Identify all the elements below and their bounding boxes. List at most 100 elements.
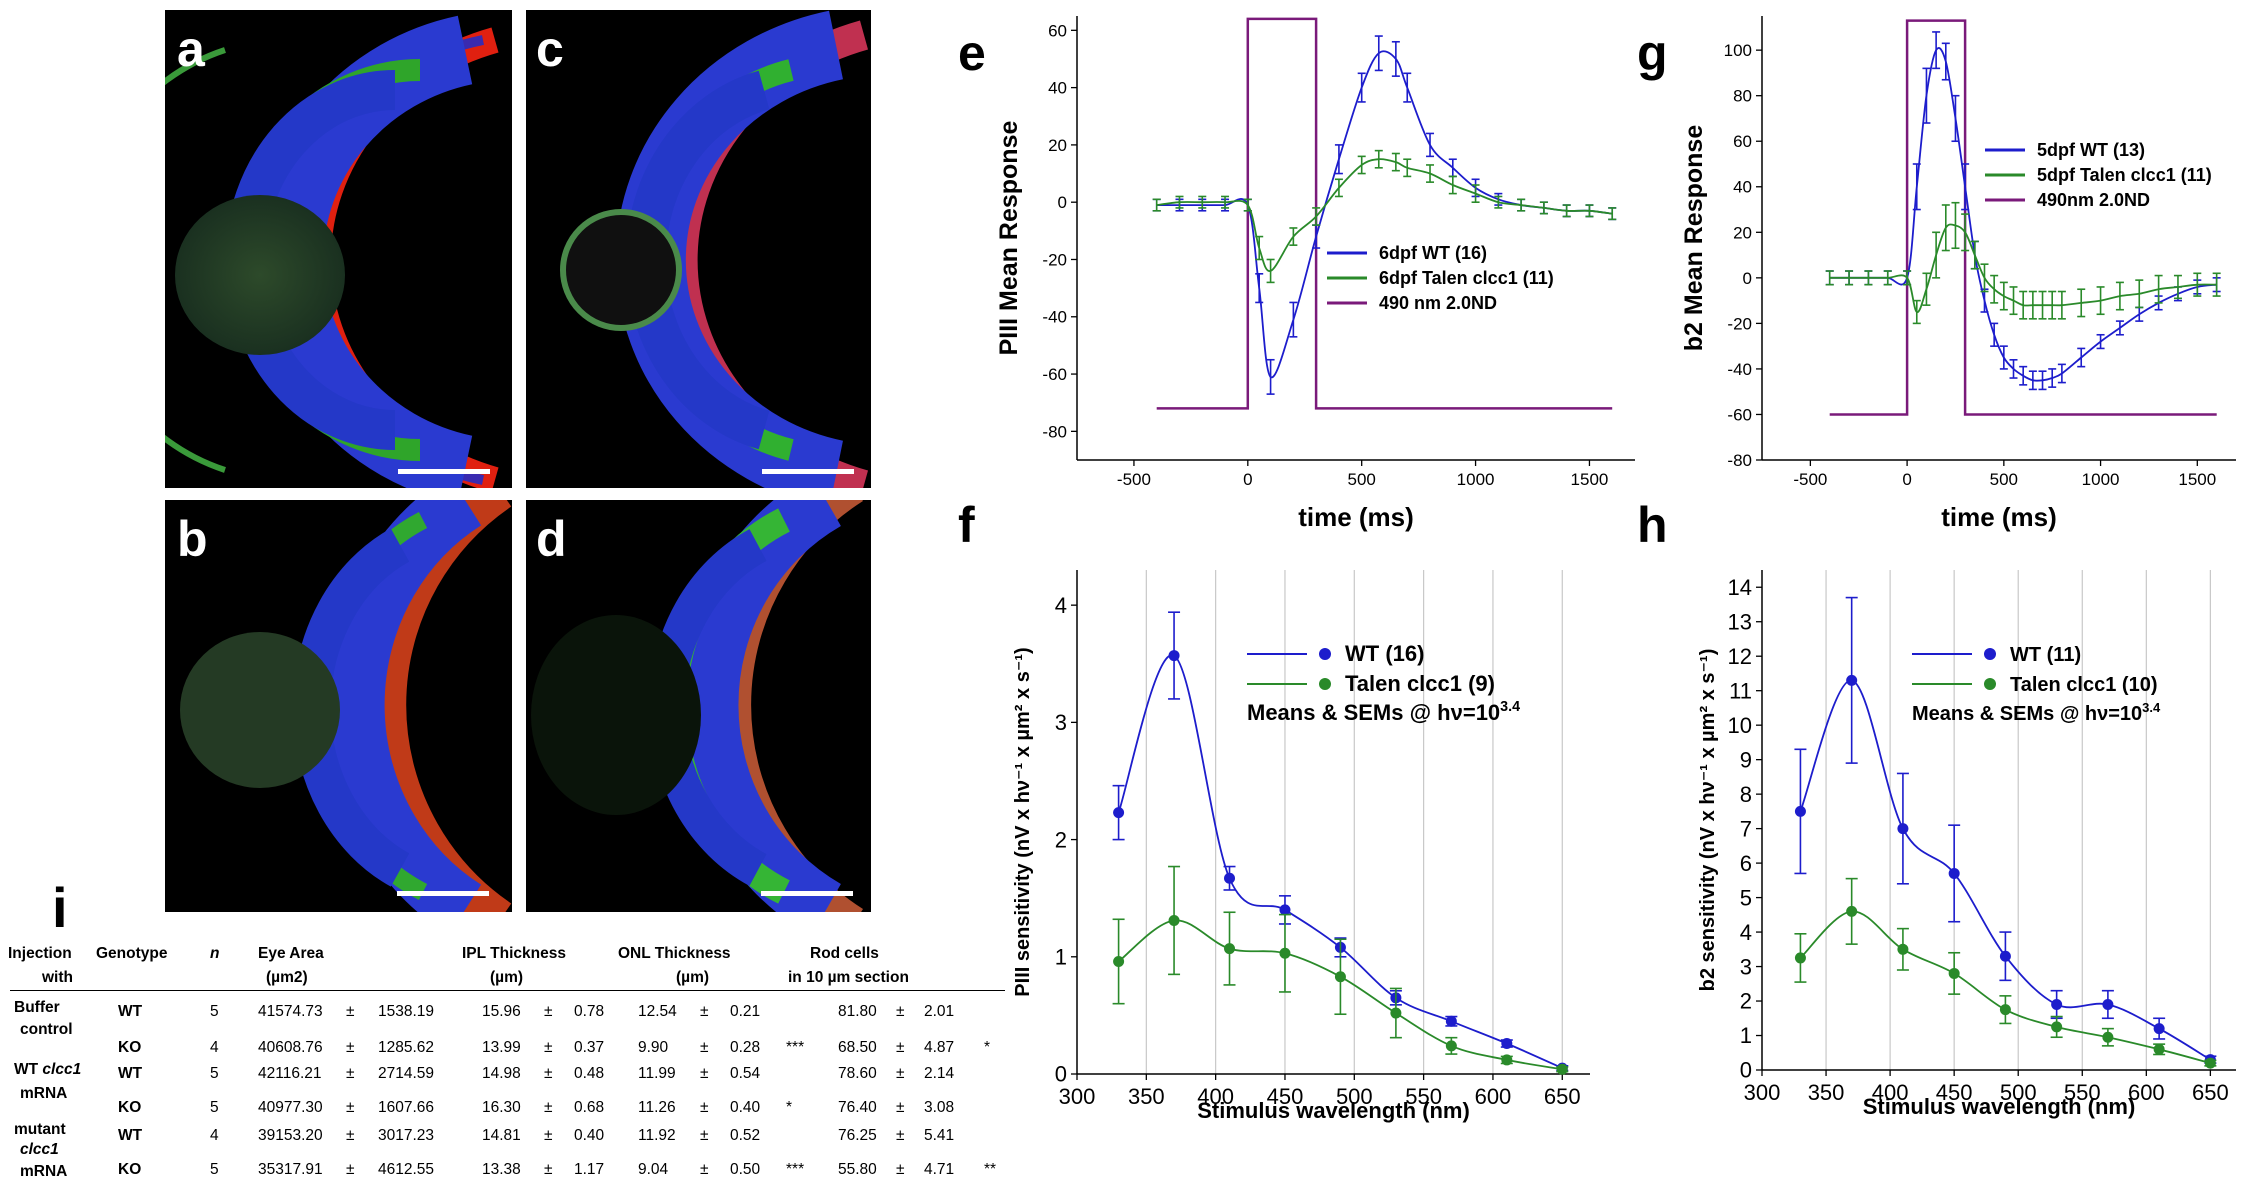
table-cell-pm: ± xyxy=(700,1161,709,1178)
table-cell-n: 4 xyxy=(210,1127,219,1144)
chart-h-point xyxy=(2051,998,2063,1010)
table-cell-ipl: 16.30 xyxy=(482,1099,521,1116)
chart-e-ytick-label: 0 xyxy=(1058,193,1067,212)
table-cell-rod-sd: 2.01 xyxy=(924,1003,955,1020)
chart-f-xtick-label: 650 xyxy=(1544,1084,1581,1109)
table-cell-onl-sd: 0.50 xyxy=(730,1161,761,1178)
table-cell-genotype: KO xyxy=(118,1161,142,1178)
table-header-eye-area: Eye Area xyxy=(258,945,324,962)
table-cell-pm: ± xyxy=(346,1161,355,1178)
table-i: Injection with Genotype n Eye Area (µm2) IPL T… xyxy=(0,938,1010,1179)
chart-f-legend-marker xyxy=(1319,678,1331,690)
scale-bar-d xyxy=(761,891,853,896)
chart-e-xtick-label: -500 xyxy=(1117,470,1151,489)
table-cell-pm: ± xyxy=(346,1039,355,1056)
chart-g-legend-label: 5dpf WT (13) xyxy=(2037,140,2145,160)
chart-f-legend-marker xyxy=(1319,648,1331,660)
panel-label-i: i xyxy=(52,876,68,939)
table-header-injection: Injection xyxy=(8,945,72,962)
chart-f-point xyxy=(1445,1015,1457,1027)
chart-h-ytick-label: 1 xyxy=(1740,1023,1752,1048)
chart-h-annotation: Means & SEMs @ hν=103.4 xyxy=(1912,700,2161,725)
table-cell-eye-area: 39153.20 xyxy=(258,1127,323,1144)
chart-h-ytick-label: 7 xyxy=(1740,816,1752,841)
table-header-rod: Rod cells xyxy=(810,945,879,962)
chart-h-ytick-label: 5 xyxy=(1740,885,1752,910)
chart-e-legend-label: 6dpf WT (16) xyxy=(1379,243,1487,263)
chart-g-ytick-label: 80 xyxy=(1733,87,1752,106)
table-cell-ipl-sd: 0.78 xyxy=(574,1003,605,1020)
chart-h-point xyxy=(1794,805,1806,817)
chart-e-ytick-label: -60 xyxy=(1042,365,1067,384)
scale-bar-a xyxy=(398,469,490,474)
chart-h-xtick-label: 300 xyxy=(1744,1080,1781,1105)
chart-e-ytick-label: -80 xyxy=(1042,422,1067,441)
chart-f-xtick-label: 350 xyxy=(1128,1084,1165,1109)
table-header-ipl: IPL Thickness xyxy=(462,945,566,962)
chart-h-xtick-label: 550 xyxy=(2064,1080,2101,1105)
table-cell-onl: 9.04 xyxy=(638,1161,669,1178)
chart-f-annotation: Means & SEMs @ hν=103.4 xyxy=(1247,699,1520,725)
table-header-onl-unit: (µm) xyxy=(676,969,710,986)
chart-h-point xyxy=(1999,950,2011,962)
table-cell-ipl-sd: 0.68 xyxy=(574,1099,605,1116)
table-cell-eye-area: 40977.30 xyxy=(258,1099,323,1116)
chart-e-ytick-label: -40 xyxy=(1042,308,1067,327)
chart-f-point xyxy=(1279,947,1291,959)
table-group-label-gene: clcc1 xyxy=(20,1141,59,1158)
table-cell-pm: ± xyxy=(896,1099,905,1116)
table-group-label: mRNA xyxy=(20,1085,68,1102)
scale-bar-c xyxy=(762,469,854,474)
table-cell-rod-sd: 2.14 xyxy=(924,1065,955,1082)
table-group-label-gene: clcc1 xyxy=(42,1061,82,1078)
chart-e-legend-label: 6dpf Talen clcc1 (11) xyxy=(1379,268,1554,288)
chart-h-point xyxy=(1897,943,1909,955)
chart-h-point xyxy=(1948,967,1960,979)
table-cell-genotype: KO xyxy=(118,1039,142,1056)
chart-f-point xyxy=(1501,1038,1513,1050)
chart-f-ytick-label: 3 xyxy=(1055,710,1067,735)
table-cell-pm: ± xyxy=(896,1127,905,1144)
table-cell-eye-area: 42116.21 xyxy=(258,1065,322,1082)
chart-h-point xyxy=(2051,1021,2063,1033)
chart-h-point xyxy=(1846,905,1858,917)
chart-g-xtick-label: 500 xyxy=(1990,470,2018,489)
chart-f-point xyxy=(1113,807,1125,819)
table-cell-eye-area-sd: 1285.62 xyxy=(378,1039,435,1056)
chart-h-point xyxy=(1999,1004,2011,1016)
chart-f-xtick-label: 500 xyxy=(1336,1084,1373,1109)
table-cell-n: 4 xyxy=(210,1039,219,1056)
table-cell-ipl: 15.96 xyxy=(482,1003,521,1020)
chart-e-xtick-label: 500 xyxy=(1348,470,1376,489)
table-cell-onl: 11.92 xyxy=(638,1127,676,1144)
table-cell-onl-significance: * xyxy=(786,1099,793,1116)
table-cell-onl-sd: 0.28 xyxy=(730,1039,761,1056)
table-cell-pm: ± xyxy=(544,1039,553,1056)
chart-g-ytick-label: -60 xyxy=(1727,405,1752,424)
chart-f-ytick-label: 1 xyxy=(1055,944,1067,969)
chart-g-ytick-label: 60 xyxy=(1733,132,1752,151)
table-cell-eye-area-sd: 1607.66 xyxy=(378,1099,435,1116)
table-cell-eye-area: 41574.73 xyxy=(258,1003,323,1020)
table-group-label: mutant xyxy=(14,1121,66,1138)
chart-e-xlabel: time (ms) xyxy=(1298,502,1414,532)
table-cell-onl-sd: 0.52 xyxy=(730,1127,761,1144)
table-cell-eye-area-sd: 1538.19 xyxy=(378,1003,435,1020)
table-cell-rod: 76.25 xyxy=(838,1127,877,1144)
chart-g-ytick-label: 0 xyxy=(1743,269,1752,288)
panel-label-b: b xyxy=(177,511,208,567)
chart-h-point xyxy=(2153,1023,2165,1035)
table-cell-rod-sd: 5.41 xyxy=(924,1127,955,1144)
chart-e-ytick-label: 60 xyxy=(1048,21,1067,40)
chart-g-ytick-label: -20 xyxy=(1727,314,1752,333)
chart-h-xtick-label: 450 xyxy=(1936,1080,1973,1105)
chart-g-ytick-label: -40 xyxy=(1727,360,1752,379)
chart-e-ytick-label: -20 xyxy=(1042,250,1067,269)
chart-h-xtick-label: 500 xyxy=(2000,1080,2037,1105)
table-cell-eye-area-sd: 2714.59 xyxy=(378,1065,435,1082)
table-group-label: Buffer xyxy=(14,999,60,1016)
table-cell-pm: ± xyxy=(896,1065,905,1082)
chart-f-point xyxy=(1224,872,1236,884)
chart-f-group: 0 1 2 3 4 300 350 400 450 500 550 600 650 Stimulus wa… xyxy=(1012,570,1590,1123)
table-cell-ipl: 13.99 xyxy=(482,1039,521,1056)
